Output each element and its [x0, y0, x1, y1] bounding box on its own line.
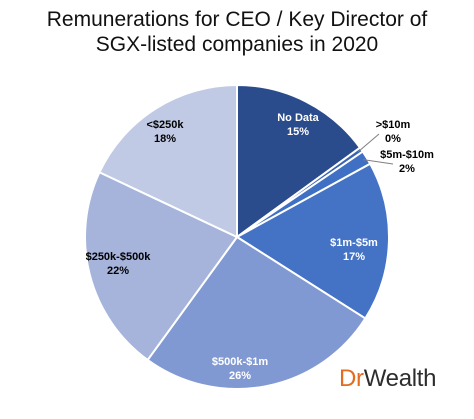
logo-dr-text: Dr	[339, 365, 364, 392]
slice-percent-label: 17%	[343, 251, 365, 263]
slice-label: <$250k 18%	[146, 119, 184, 145]
slice-category-label: No Data	[277, 112, 319, 124]
slice-category-label: >$10m	[376, 119, 411, 131]
pie-slice-250k	[98, 84, 238, 238]
leader-line	[363, 159, 394, 165]
slice-label: $5m-$10m 2%	[380, 149, 434, 175]
pie-slice-no-data	[236, 84, 361, 238]
slice-category-label: $250k-$500k	[86, 251, 152, 263]
slice-category-label: <$250k	[146, 119, 184, 131]
logo-wealth-text: Wealth	[363, 365, 437, 392]
leader-line	[357, 133, 380, 153]
slice-label: >$10m 0%	[376, 119, 411, 145]
slice-percent-label: 22%	[107, 265, 129, 277]
slice-label: $250k-$500k 22%	[86, 251, 152, 277]
slice-label: $1m-$5m 17%	[330, 237, 378, 263]
slice-percent-label: 18%	[154, 133, 176, 145]
slice-category-label: $5m-$10m	[380, 149, 434, 161]
pie-slice-500k-1m	[146, 236, 367, 390]
slice-percent-label: 2%	[399, 163, 415, 175]
slice-label: No Data 15%	[277, 112, 319, 138]
slice-percent-label: 26%	[229, 370, 251, 382]
pie-slice-1m-5m	[236, 162, 390, 320]
drwealth-logo: DrWealth	[339, 364, 437, 394]
slice-percent-label: 0%	[385, 133, 401, 145]
slice-label: $500k-$1m 26%	[212, 356, 268, 382]
slice-percent-label: 15%	[287, 126, 309, 138]
slice-category-label: $1m-$5m	[330, 237, 378, 249]
chart-title-line-1: Remunerations for CEO / Key Director of	[46, 8, 428, 31]
slice-category-label: $500k-$1m	[212, 356, 268, 368]
chart-title-line-2: SGX-listed companies in 2020	[95, 33, 379, 56]
